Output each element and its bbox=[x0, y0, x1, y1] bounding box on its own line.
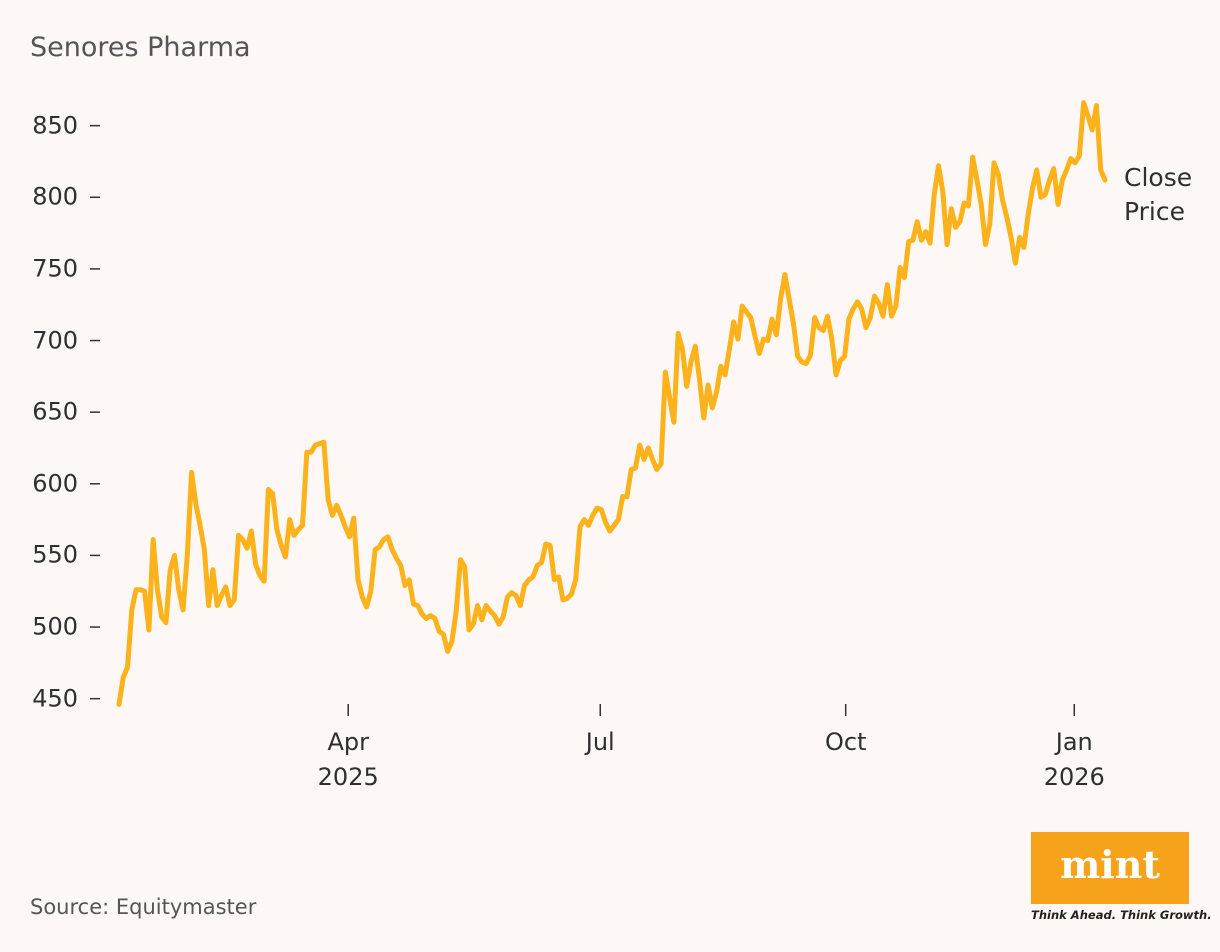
x-tick-label: Apr 2025 bbox=[317, 728, 379, 791]
chart-title: Senores Pharma bbox=[30, 32, 251, 63]
price-line bbox=[116, 100, 1108, 707]
source: Source: Equitymaster bbox=[30, 895, 257, 919]
y-tick-label: 600 bbox=[32, 469, 78, 498]
y-tick-label: 800 bbox=[32, 182, 78, 211]
series-label: Close Price bbox=[1124, 163, 1193, 226]
logo-tagline: Think Ahead. Think Growth. bbox=[1031, 908, 1212, 922]
x-tick-label: Jul bbox=[585, 728, 615, 756]
y-tick-label: 450 bbox=[32, 684, 78, 713]
y-tick-label: 700 bbox=[32, 326, 78, 355]
y-tick-label: 550 bbox=[32, 540, 78, 569]
y-tick-label: 850 bbox=[32, 111, 78, 140]
x-tick-label: Jan 2026 bbox=[1043, 728, 1105, 791]
x-tick-label: Oct bbox=[824, 728, 867, 756]
y-tick-label: 500 bbox=[32, 612, 78, 641]
logo: mint bbox=[1031, 832, 1189, 904]
y-tick-label: 650 bbox=[32, 397, 78, 426]
y-tick-label: 750 bbox=[32, 254, 78, 283]
